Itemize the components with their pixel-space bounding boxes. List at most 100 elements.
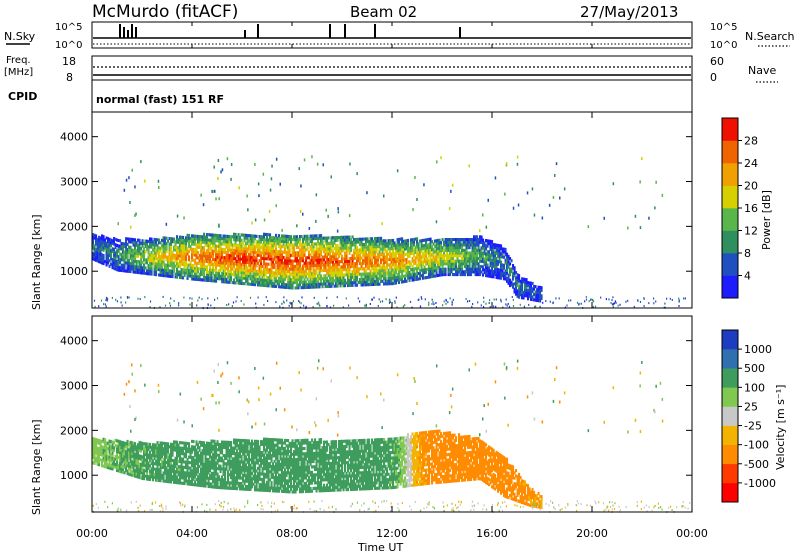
echo-cell (372, 245, 375, 249)
echo-cell (363, 245, 366, 249)
echo-cell (113, 264, 116, 268)
echo-cell (438, 260, 441, 264)
echo-cell (165, 461, 168, 465)
echo-cell (217, 177, 219, 180)
echo-cell (170, 264, 173, 268)
echo-cell (227, 256, 230, 260)
echo-cell (386, 266, 389, 270)
echo-cell (240, 276, 243, 280)
echo-cell (257, 272, 260, 276)
echo-cell (156, 243, 159, 247)
echo-cell (335, 265, 338, 269)
echo-cell (95, 239, 98, 243)
echo-cell (506, 252, 509, 256)
echo-cell (195, 275, 198, 279)
echo-cell (525, 294, 528, 298)
echo-cell (291, 264, 294, 268)
echo-cell (440, 241, 443, 245)
echo-cell (194, 272, 197, 276)
echo-cell (296, 245, 299, 249)
echo-cell (254, 163, 256, 166)
echo-cell (219, 242, 222, 246)
echo-cell (404, 258, 407, 262)
echo-cell (465, 259, 468, 263)
echo-cell (276, 271, 279, 275)
echo-cell (264, 254, 267, 258)
echo-cell (225, 267, 228, 271)
echo-cell (245, 252, 248, 256)
echo-cell (188, 263, 191, 267)
echo-cell (365, 303, 367, 306)
echo-cell (347, 259, 350, 263)
echo-cell (261, 256, 264, 260)
echo-cell (155, 451, 158, 455)
echo-cell (183, 246, 186, 250)
echo-cell (217, 159, 220, 162)
echo-cell (95, 446, 98, 450)
echo-cell (419, 269, 422, 273)
echo-cell (289, 301, 291, 304)
echo-cell (119, 469, 122, 473)
echo-cell (164, 236, 167, 240)
echo-cell (287, 234, 290, 238)
echo-cell (473, 259, 476, 263)
echo-cell (524, 291, 527, 295)
echo-cell (290, 254, 293, 258)
echo-cell (375, 263, 378, 267)
echo-cell (156, 449, 159, 453)
echo-cell (261, 270, 264, 274)
echo-cell (521, 293, 524, 297)
echo-cell (251, 277, 254, 281)
echo-cell (228, 237, 231, 241)
echo-cell (263, 270, 266, 274)
echo-cell (425, 251, 428, 255)
echo-cell (509, 257, 512, 261)
echo-cell (246, 239, 249, 243)
echo-cell (299, 253, 302, 257)
echo-cell (300, 259, 303, 263)
echo-cell (470, 251, 473, 255)
echo-cell (453, 254, 456, 258)
echo-cell (156, 446, 159, 450)
echo-cell (308, 275, 311, 279)
echo-cell (92, 251, 95, 255)
echo-cell (323, 255, 326, 259)
echo-cell (330, 255, 333, 259)
echo-cell (128, 176, 130, 180)
echo-cell (300, 245, 303, 249)
echo-cell (122, 266, 125, 270)
echo-cell (156, 267, 159, 271)
echo-cell (302, 275, 305, 279)
echo-cell (342, 265, 345, 269)
echo-cell (452, 251, 455, 255)
echo-cell (309, 280, 312, 284)
echo-cell (197, 243, 200, 247)
echo-cell (227, 240, 230, 244)
echo-cell (425, 238, 428, 242)
echo-cell (470, 259, 473, 263)
echo-cell (249, 263, 252, 267)
echo-cell (342, 235, 345, 239)
echo-cell (210, 246, 213, 250)
echo-cell (411, 246, 414, 250)
echo-cell (179, 238, 182, 242)
echo-cell (198, 261, 201, 265)
echo-cell (531, 295, 534, 299)
echo-cell (125, 458, 128, 462)
echo-cell (210, 273, 213, 277)
echo-cell (281, 274, 284, 278)
echo-cell (111, 258, 114, 262)
echo-cell (138, 260, 141, 264)
echo-cell (363, 280, 366, 284)
echo-cell (207, 303, 209, 306)
echo-cell (324, 255, 327, 259)
echo-cell (404, 279, 407, 283)
echo-cell (282, 242, 285, 246)
echo-cell (323, 258, 326, 262)
echo-cell (383, 263, 386, 267)
echo-cell (131, 449, 134, 453)
echo-cell (138, 241, 141, 245)
echo-cell (519, 279, 522, 283)
echo-cell (140, 444, 143, 448)
echo-cell (126, 464, 129, 468)
